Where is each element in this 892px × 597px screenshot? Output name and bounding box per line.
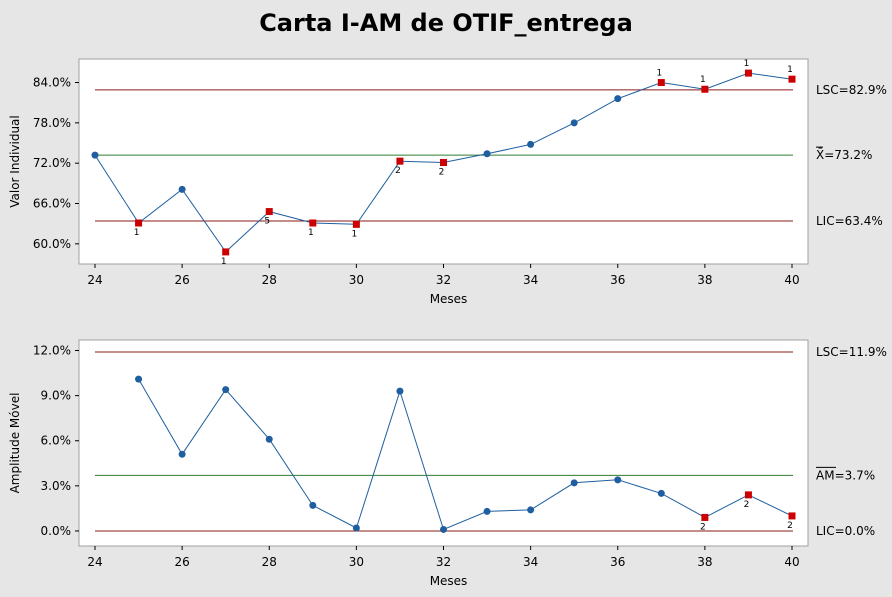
individual-limit-label-1: X̄=73.2%: [816, 148, 872, 162]
moving_range-point-7: [440, 525, 447, 533]
chart-title: Carta I-AM de OTIF_entrega: [259, 9, 633, 37]
moving_range-flag-label-13: 2: [700, 522, 706, 532]
individual-xtick-label-6: 36: [610, 273, 625, 287]
individual-flag-label-7: 2: [395, 166, 401, 176]
moving_range-xtick-label-6: 36: [610, 555, 625, 569]
individual-xtick-label-1: 26: [174, 273, 189, 287]
individual-ytick-label-3: 78.0%: [33, 116, 71, 130]
moving_range-limit-label-1: AM=3.7%: [816, 468, 875, 482]
individual-point-10: [527, 140, 535, 148]
moving_range-point-11: [614, 476, 622, 484]
individual-flag-label-15: 1: [744, 59, 750, 69]
moving_range-point-10: [570, 479, 578, 487]
individual-point-2: [178, 185, 186, 193]
moving_range-limit-label-2: LIC=0.0%: [816, 524, 875, 538]
moving_range-xlabel: Meses: [430, 574, 468, 588]
individual-flag-label-13: 1: [656, 69, 662, 79]
individual-xtick-label-7: 38: [697, 273, 712, 287]
moving_range-xtick-label-0: 24: [87, 555, 102, 569]
individual-flag-label-6: 1: [352, 229, 358, 239]
individual-xtick-label-2: 28: [262, 273, 277, 287]
individual-ylabel: Valor Individual: [8, 115, 22, 208]
individual-flag-point-6: [352, 220, 360, 228]
moving_range-point-0: [135, 375, 143, 383]
moving_range-point-6: [396, 387, 404, 395]
moving_range-flag-point-13: [701, 513, 709, 521]
individual-flag-label-1: 1: [134, 228, 140, 238]
individual-xlabel: Meses: [430, 292, 468, 306]
individual-point-0: [91, 151, 99, 159]
moving_range-point-12: [657, 489, 665, 497]
moving_range-xtick-label-1: 26: [174, 555, 189, 569]
individual-ytick-label-1: 66.0%: [33, 197, 71, 211]
individual-flag-label-5: 1: [308, 228, 314, 238]
moving_range-ytick-label-0: 0.0%: [41, 524, 72, 538]
moving_range-point-9: [527, 506, 535, 514]
moving_range-flag-point-14: [744, 491, 752, 499]
moving_range-series-line: [138, 378, 793, 531]
moving_range-xtick-label-5: 34: [523, 555, 538, 569]
individual-limit-label-2: LIC=63.4%: [816, 214, 883, 228]
individual-flag-point-1: [135, 219, 143, 227]
individual-flag-point-13: [657, 79, 665, 87]
individual-flag-label-8: 2: [439, 168, 445, 178]
individual-flag-label-14: 1: [700, 75, 706, 85]
moving_range-xtick-label-2: 28: [262, 555, 277, 569]
individual-flag-point-15: [744, 69, 752, 77]
moving_range-ytick-label-2: 6.0%: [41, 434, 72, 448]
individual-flag-point-3: [222, 248, 230, 256]
moving_range-point-3: [265, 435, 273, 443]
individual-xtick-label-3: 30: [349, 273, 364, 287]
moving_range-plot-area: [78, 339, 809, 547]
moving_range-point-1: [178, 450, 186, 458]
individual-ytick-label-0: 60.0%: [33, 237, 71, 251]
moving_range-point-8: [483, 507, 491, 515]
moving_range-ytick-label-4: 12.0%: [33, 344, 71, 358]
moving_range-xtick-label-8: 40: [784, 555, 799, 569]
moving_range-flag-point-15: [788, 512, 796, 520]
individual-ytick-label-2: 72.0%: [33, 156, 71, 170]
moving_range-ytick-label-1: 3.0%: [41, 479, 72, 493]
moving_range-xtick-label-3: 30: [349, 555, 364, 569]
moving_range-ytick-label-3: 9.0%: [41, 389, 72, 403]
individual-flag-point-4: [265, 208, 273, 216]
individual-xtick-label-8: 40: [784, 273, 799, 287]
individual-point-9: [483, 150, 491, 158]
individual-xtick-label-4: 32: [436, 273, 451, 287]
individual-limit-label-0: LSC=82.9%: [816, 83, 887, 97]
moving_range-point-4: [309, 501, 317, 509]
individual-xtick-label-0: 24: [87, 273, 102, 287]
individual-ytick-label-4: 84.0%: [33, 76, 71, 90]
moving_range-limit-label-0: LSC=11.9%: [816, 345, 887, 359]
individual-xtick-label-5: 34: [523, 273, 538, 287]
individual-flag-point-8: [440, 159, 447, 167]
individual-flag-point-14: [701, 85, 709, 93]
moving_range-point-2: [222, 386, 230, 394]
individual-flag-point-16: [788, 75, 796, 83]
moving_range-xtick-label-4: 32: [436, 555, 451, 569]
individual-point-11: [570, 119, 578, 127]
moving_range-flag-label-14: 2: [744, 500, 750, 510]
individual-flag-point-5: [309, 219, 317, 227]
individual-point-12: [614, 95, 622, 103]
moving_range-point-5: [352, 524, 360, 532]
individual-flag-label-4: 5: [264, 217, 270, 227]
moving_range-xtick-label-7: 38: [697, 555, 712, 569]
individual-flag-label-16: 1: [787, 65, 793, 75]
moving_range-flag-label-15: 2: [787, 521, 793, 531]
individual-flag-point-7: [396, 157, 404, 165]
moving_range-ylabel: Amplitude Móvel: [8, 393, 22, 494]
individual-flag-label-3: 1: [221, 257, 227, 267]
